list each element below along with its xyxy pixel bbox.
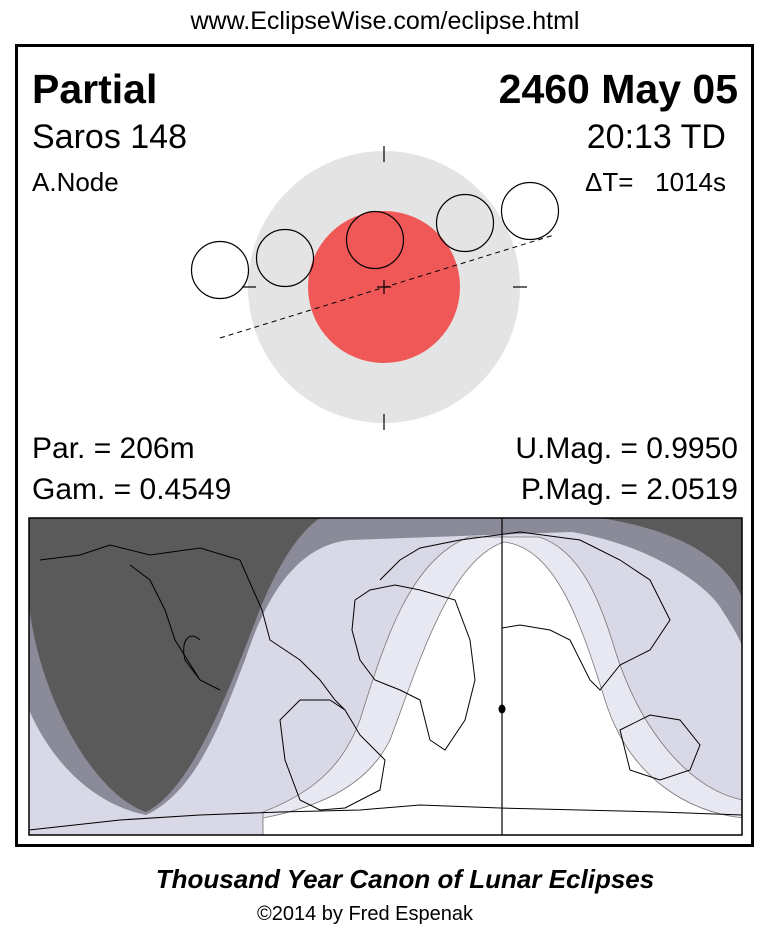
- moon-p1: [190, 240, 250, 300]
- moon-u4: [435, 193, 495, 253]
- moon-p4: [500, 181, 560, 241]
- gamma: Gam. = 0.4549: [32, 473, 232, 506]
- visibility-map: [28, 517, 743, 836]
- node: A.Node: [32, 167, 119, 197]
- saros-number: Saros 148: [32, 118, 187, 156]
- source-url: www.EclipseWise.com/eclipse.html: [190, 7, 580, 35]
- umbral-magnitude: U.Mag. = 0.9950: [515, 432, 738, 465]
- coastlines: [29, 531, 742, 831]
- moon-greatest: [345, 210, 405, 270]
- eclipse-date: 2460 May 05: [498, 66, 738, 112]
- moon-u1: [255, 228, 315, 288]
- shadow-diagram: [190, 146, 560, 430]
- partial-duration: Par. = 206m: [32, 432, 195, 465]
- axis-ticks: [242, 146, 527, 430]
- copyright: ©2014 by Fred Espenak: [257, 903, 473, 925]
- penumbral-magnitude: P.Mag. = 2.0519: [520, 473, 738, 506]
- eclipse-time: 20:13 TD: [586, 118, 726, 156]
- canon-title: Thousand Year Canon of Lunar Eclipses: [155, 864, 655, 894]
- eclipse-type: Partial: [32, 66, 158, 112]
- delta-t: ΔT= 1014s: [585, 167, 726, 197]
- map-border: [28, 517, 743, 836]
- night-zone-west: [29, 518, 320, 812]
- greatest-eclipse-point: [498, 704, 506, 714]
- eclipse-panel: [15, 44, 754, 847]
- night-zone-east: [600, 518, 742, 598]
